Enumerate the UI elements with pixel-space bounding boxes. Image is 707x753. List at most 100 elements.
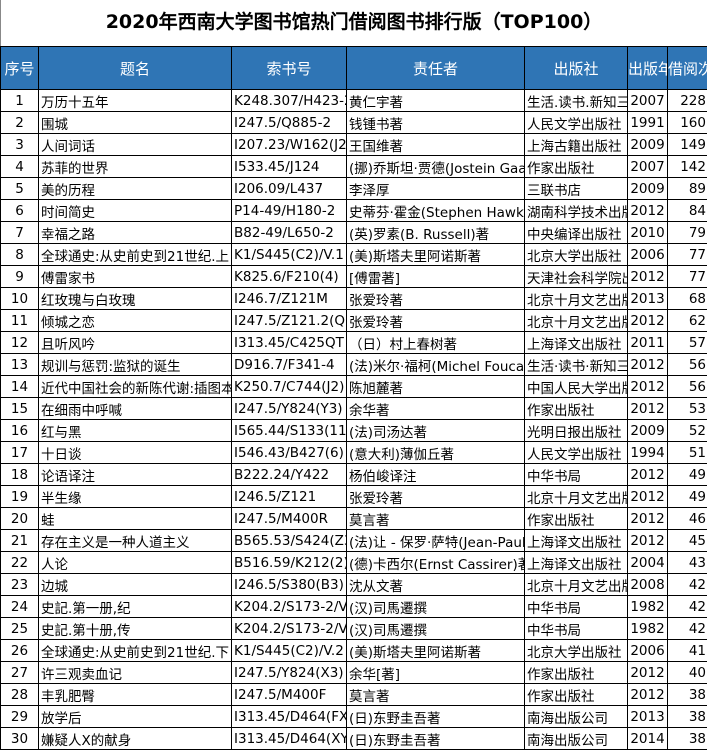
cell-publisher[interactable]: 上海译文出版社 <box>524 331 628 354</box>
cell-year[interactable]: 2012 <box>627 199 668 222</box>
cell-publisher[interactable]: 上海译文出版社 <box>524 551 628 574</box>
cell-publisher[interactable]: 北京大学出版社 <box>524 243 628 266</box>
cell-publisher[interactable]: 湖南科学技术出版 <box>524 199 628 222</box>
cell-title[interactable]: 在细雨中呼喊 <box>38 397 232 420</box>
cell-title[interactable]: 红玫瑰与白玫瑰 <box>38 287 232 310</box>
cell-borrow-count[interactable]: 43 <box>667 551 707 574</box>
cell-year[interactable]: 2012 <box>627 485 668 508</box>
cell-year[interactable]: 2008 <box>627 573 668 596</box>
column-header-year[interactable]: 出版年 <box>627 46 668 90</box>
cell-author[interactable]: (美)斯塔夫里阿诺斯著 <box>346 243 525 266</box>
cell-title[interactable]: 人论 <box>38 551 232 574</box>
cell-title[interactable]: 围城 <box>38 111 232 134</box>
cell-borrow-count[interactable]: 79 <box>667 221 707 244</box>
cell-rank[interactable]: 14 <box>0 375 39 398</box>
cell-title[interactable]: 许三观卖血记 <box>38 661 232 684</box>
cell-borrow-count[interactable]: 160 <box>667 111 707 134</box>
cell-author[interactable]: (法)米尔·福柯(Michel Foucault <box>346 353 525 376</box>
cell-call-number[interactable]: K1/S445(C2)/V.2 <box>231 639 347 662</box>
cell-borrow-count[interactable]: 46 <box>667 507 707 530</box>
cell-year[interactable]: 2006 <box>627 639 668 662</box>
column-header-author[interactable]: 责任者 <box>346 46 525 90</box>
cell-year[interactable]: 2014 <box>627 727 668 750</box>
cell-author[interactable]: 史蒂芬·霍金(Stephen Hawking <box>346 199 525 222</box>
cell-borrow-count[interactable]: 142 <box>667 155 707 178</box>
cell-rank[interactable]: 6 <box>0 199 39 222</box>
cell-title[interactable]: 傅雷家书 <box>38 265 232 288</box>
cell-title[interactable]: 史記.第一册,纪 <box>38 595 232 618</box>
cell-publisher[interactable]: 生活.读书.新知三联 <box>524 89 628 112</box>
cell-rank[interactable]: 3 <box>0 133 39 156</box>
cell-title[interactable]: 近代中国社会的新陈代谢:插图本 <box>38 375 232 398</box>
cell-borrow-count[interactable]: 42 <box>667 595 707 618</box>
cell-year[interactable]: 2006 <box>627 243 668 266</box>
cell-borrow-count[interactable]: 49 <box>667 485 707 508</box>
cell-call-number[interactable]: I247.5/Z121.2(Q2 <box>231 309 347 332</box>
cell-author[interactable]: 王国维著 <box>346 133 525 156</box>
cell-rank[interactable]: 4 <box>0 155 39 178</box>
cell-author[interactable]: (美)斯塔夫里阿诺斯著 <box>346 639 525 662</box>
cell-rank[interactable]: 5 <box>0 177 39 200</box>
cell-title[interactable]: 全球通史:从史前史到21世纪.上 <box>38 243 232 266</box>
cell-borrow-count[interactable]: 57 <box>667 331 707 354</box>
cell-call-number[interactable]: K250.7/C744(J2) <box>231 375 347 398</box>
cell-call-number[interactable]: I246.7/Z121M <box>231 287 347 310</box>
cell-call-number[interactable]: I247.5/M400R <box>231 507 347 530</box>
column-header-call-number[interactable]: 索书号 <box>231 46 347 90</box>
cell-year[interactable]: 2012 <box>627 397 668 420</box>
cell-call-number[interactable]: K204.2/S173-2/V. <box>231 595 347 618</box>
cell-title[interactable]: 丰乳肥臀 <box>38 683 232 706</box>
cell-borrow-count[interactable]: 228 <box>667 89 707 112</box>
cell-author[interactable]: 杨伯峻译注 <box>346 463 525 486</box>
cell-year[interactable]: 2012 <box>627 265 668 288</box>
cell-year[interactable]: 2012 <box>627 507 668 530</box>
cell-rank[interactable]: 29 <box>0 705 39 728</box>
cell-title[interactable]: 时间简史 <box>38 199 232 222</box>
cell-borrow-count[interactable]: 52 <box>667 419 707 442</box>
cell-publisher[interactable]: 人民文学出版社 <box>524 441 628 464</box>
cell-publisher[interactable]: 南海出版公司 <box>524 727 628 750</box>
cell-title[interactable]: 放学后 <box>38 705 232 728</box>
cell-publisher[interactable]: 作家出版社 <box>524 155 628 178</box>
cell-title[interactable]: 边城 <box>38 573 232 596</box>
cell-borrow-count[interactable]: 56 <box>667 353 707 376</box>
cell-call-number[interactable]: P14-49/H180-2 <box>231 199 347 222</box>
cell-call-number[interactable]: I207.23/W162(J2) <box>231 133 347 156</box>
cell-author[interactable]: 钱锺书著 <box>346 111 525 134</box>
cell-year[interactable]: 2007 <box>627 89 668 112</box>
cell-author[interactable]: (意大利)薄伽丘著 <box>346 441 525 464</box>
cell-borrow-count[interactable]: 62 <box>667 309 707 332</box>
cell-rank[interactable]: 7 <box>0 221 39 244</box>
cell-year[interactable]: 2011 <box>627 331 668 354</box>
cell-borrow-count[interactable]: 68 <box>667 287 707 310</box>
column-header-title[interactable]: 题名 <box>38 46 232 90</box>
cell-call-number[interactable]: K204.2/S173-2/V. <box>231 617 347 640</box>
cell-author[interactable]: 沈从文著 <box>346 573 525 596</box>
cell-borrow-count[interactable]: 38 <box>667 727 707 750</box>
cell-call-number[interactable]: I313.45/C425QT <box>231 331 347 354</box>
cell-call-number[interactable]: I246.5/S380(B3) <box>231 573 347 596</box>
cell-borrow-count[interactable]: 45 <box>667 529 707 552</box>
cell-rank[interactable]: 22 <box>0 551 39 574</box>
cell-publisher[interactable]: 三联书店 <box>524 177 628 200</box>
cell-call-number[interactable]: I247.5/Q885-2 <box>231 111 347 134</box>
cell-year[interactable]: 2013 <box>627 705 668 728</box>
cell-rank[interactable]: 19 <box>0 485 39 508</box>
cell-publisher[interactable]: 人民文学出版社 <box>524 111 628 134</box>
cell-publisher[interactable]: 作家出版社 <box>524 397 628 420</box>
cell-year[interactable]: 2012 <box>627 529 668 552</box>
cell-rank[interactable]: 16 <box>0 419 39 442</box>
cell-call-number[interactable]: K825.6/F210(4) <box>231 265 347 288</box>
cell-author[interactable]: 陈旭麓著 <box>346 375 525 398</box>
cell-publisher[interactable]: 北京十月文艺出版 <box>524 485 628 508</box>
cell-rank[interactable]: 26 <box>0 639 39 662</box>
cell-title[interactable]: 且听风吟 <box>38 331 232 354</box>
cell-author[interactable]: 李泽厚 <box>346 177 525 200</box>
cell-call-number[interactable]: I313.45/D464(FX2 <box>231 705 347 728</box>
cell-call-number[interactable]: I246.5/Z121 <box>231 485 347 508</box>
cell-title[interactable]: 存在主义是一种人道主义 <box>38 529 232 552</box>
cell-publisher[interactable]: 中华书局 <box>524 463 628 486</box>
cell-rank[interactable]: 27 <box>0 661 39 684</box>
cell-publisher[interactable]: 北京十月文艺出版 <box>524 573 628 596</box>
cell-publisher[interactable]: 南海出版公司 <box>524 705 628 728</box>
